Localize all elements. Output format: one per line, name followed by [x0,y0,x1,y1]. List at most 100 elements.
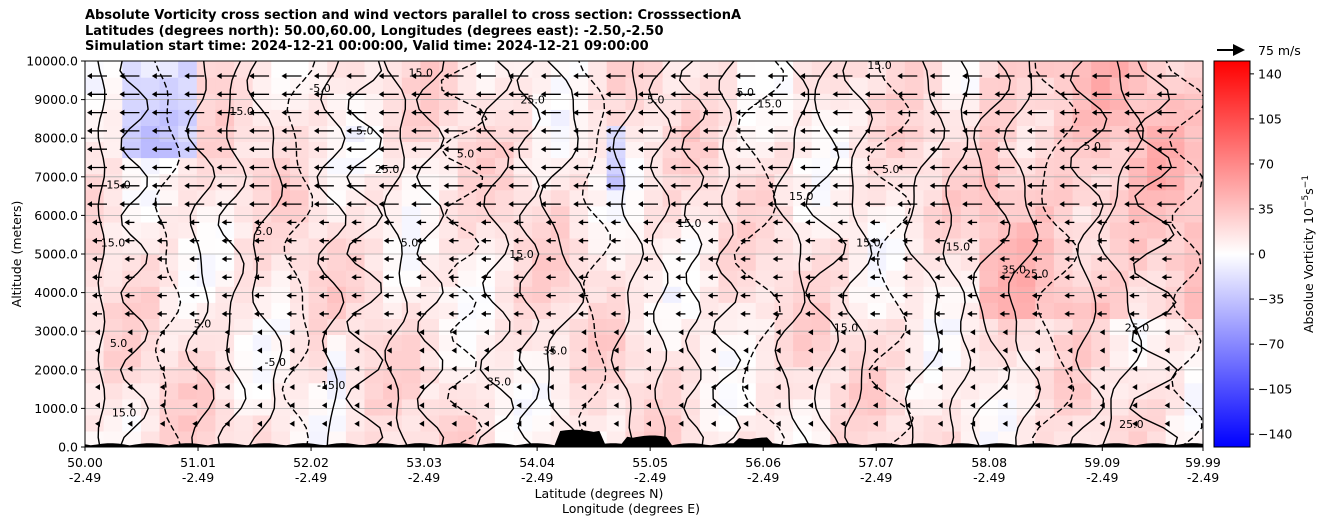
vorticity-cell [401,366,421,384]
vorticity-cell [718,382,738,400]
vorticity-cell [755,318,775,335]
vorticity-cell [103,77,123,94]
wind-vector-head [1059,91,1065,98]
wind-vector [613,365,619,372]
vorticity-cell [252,173,272,191]
vorticity-cell [420,382,440,400]
x-tick-label-lat: 50.00 [67,455,103,470]
wind-vector [156,237,167,244]
wind-vector [475,91,496,98]
wind-vector [702,109,723,116]
vorticity-cell [830,398,850,416]
contour-label: 25.0 [1024,267,1049,280]
wind-vector-head [1059,164,1065,171]
wind-vector-head [443,73,449,79]
wind-vector-head [480,292,486,299]
wind-vector-head [837,292,843,299]
vorticity-cell [513,286,533,303]
wind-vector-head [775,365,781,372]
wind-vector [1002,384,1008,391]
wind-vector-head [578,219,584,226]
wind-vector [1064,292,1075,299]
wind-vector-head [1091,146,1097,153]
vorticity-cell [867,77,887,94]
vorticity-cell [178,270,198,287]
wind-vector-head [581,329,587,336]
vorticity-cell [234,93,254,110]
contour-label: 15.0 [789,190,814,203]
wind-vector [224,420,230,427]
vorticity-cell [140,302,161,319]
vorticity-cell [886,286,906,303]
contour-labels: 15.05.015.015.05.015.05.0-5.0-5.05.0-15.… [101,61,1149,431]
vorticity-cell [550,366,570,384]
wind-vector [151,182,172,189]
vorticity-cell [1035,77,1055,94]
wind-vector-head [1067,329,1073,336]
wind-vector [378,109,399,116]
wind-vector-head [638,73,643,79]
vorticity-cell [401,414,421,432]
vorticity-cell [476,221,496,239]
wind-vector-head [840,365,846,372]
vorticity-cell [532,77,552,94]
vorticity-cell [420,61,440,78]
vorticity-cell [849,302,869,319]
contour-label: 5.0 [737,86,755,99]
vorticity-cell [159,350,179,368]
vorticity-cell [1016,125,1036,142]
wind-vector [707,237,718,244]
vorticity-cell [1109,254,1129,271]
vorticity-cell [1053,93,1074,110]
vorticity-cell [85,254,105,271]
wind-vector [962,127,983,134]
wind-vector-head [905,347,911,354]
vorticity-cell [103,109,123,126]
wind-vector-head [156,256,162,262]
wind-vector-head [1091,73,1097,79]
vorticity-cell [345,237,366,255]
contour-label: 5.0 [356,124,374,137]
wind-vector-head [416,292,422,299]
vorticity-cell [886,61,906,78]
wind-vector [767,164,788,171]
wind-vector [610,256,621,262]
vorticity-cell [439,334,459,352]
wind-vector-head [897,73,903,79]
wind-vector [216,164,237,171]
wind-vector [929,146,950,153]
wind-vector-head [318,292,324,299]
vorticity-cell [196,157,216,175]
wind-vector-head [411,182,417,189]
wind-vector-head [378,73,384,79]
wind-vector [451,402,457,409]
vorticity-cell [830,350,850,368]
vorticity-cell [457,77,477,94]
wind-vector [416,292,427,299]
vorticity-cell [401,157,421,175]
wind-vector [443,182,464,189]
wind-vector-head [929,146,935,153]
wind-vector-head [643,256,648,262]
wind-vector [707,219,718,226]
vorticity-cell [718,398,738,416]
vorticity-cell [234,109,254,126]
wind-vector [735,127,756,134]
wind-vector-head [1164,365,1170,372]
colorbar-label: Absolue Vorticity 10−5s−1 [1301,175,1316,333]
vorticity-cell [494,221,515,239]
wind-vector [1091,91,1112,98]
vorticity-cell [1053,109,1074,126]
vorticity-cell [234,318,254,335]
wind-vector [411,201,432,208]
wind-vector-head [1002,384,1008,391]
wind-vector-head [1034,384,1040,391]
vorticity-cell [290,189,310,207]
wind-vector-head [1132,384,1138,391]
wind-vector [540,146,561,153]
wind-vector [800,201,821,208]
vorticity-cell [420,350,440,368]
wind-vector-head [805,274,811,281]
wind-vector [702,201,723,208]
vorticity-cell [140,286,161,303]
